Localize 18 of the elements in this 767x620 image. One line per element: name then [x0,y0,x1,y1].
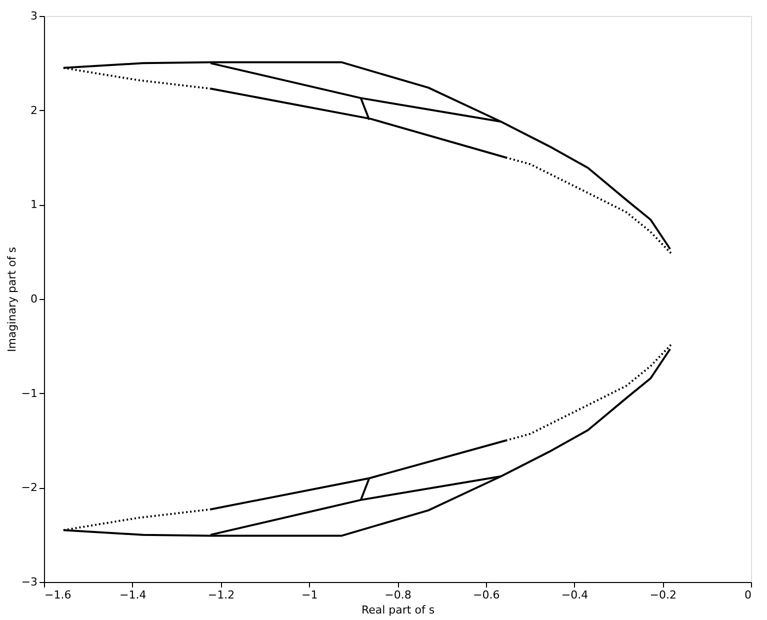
x-tick-label: −0.4 [561,588,588,602]
x-tick-label: −0.2 [650,588,676,602]
x-tick-label: −1.2 [208,588,235,602]
y-tick-label: −3 [21,576,38,588]
x-tick-label: −1 [302,588,318,602]
x-tick-label: −1.6 [44,588,72,602]
x-axis-title: Real part of s [361,604,435,616]
y-tick-label: −1 [21,386,38,400]
y-tick-label: 3 [30,10,38,22]
y-tick-label: 2 [30,104,38,117]
x-tick-label: −0.8 [384,588,412,602]
y-tick-label: 0 [30,292,38,306]
x-tick-label: −1.4 [120,588,146,602]
y-tick-label: 1 [30,198,38,212]
y-tick-label: −2 [21,481,38,494]
y-axis-title: Imaginary part of s [5,246,18,352]
x-tick-label: 0 [744,588,752,602]
x-tick-label: −0.6 [473,588,500,602]
